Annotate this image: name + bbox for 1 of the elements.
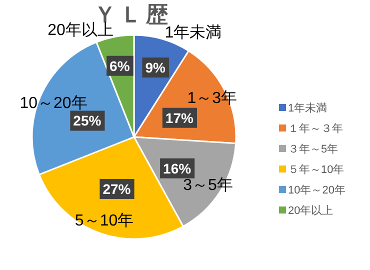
title: ＹＬ歴 xyxy=(94,2,172,27)
